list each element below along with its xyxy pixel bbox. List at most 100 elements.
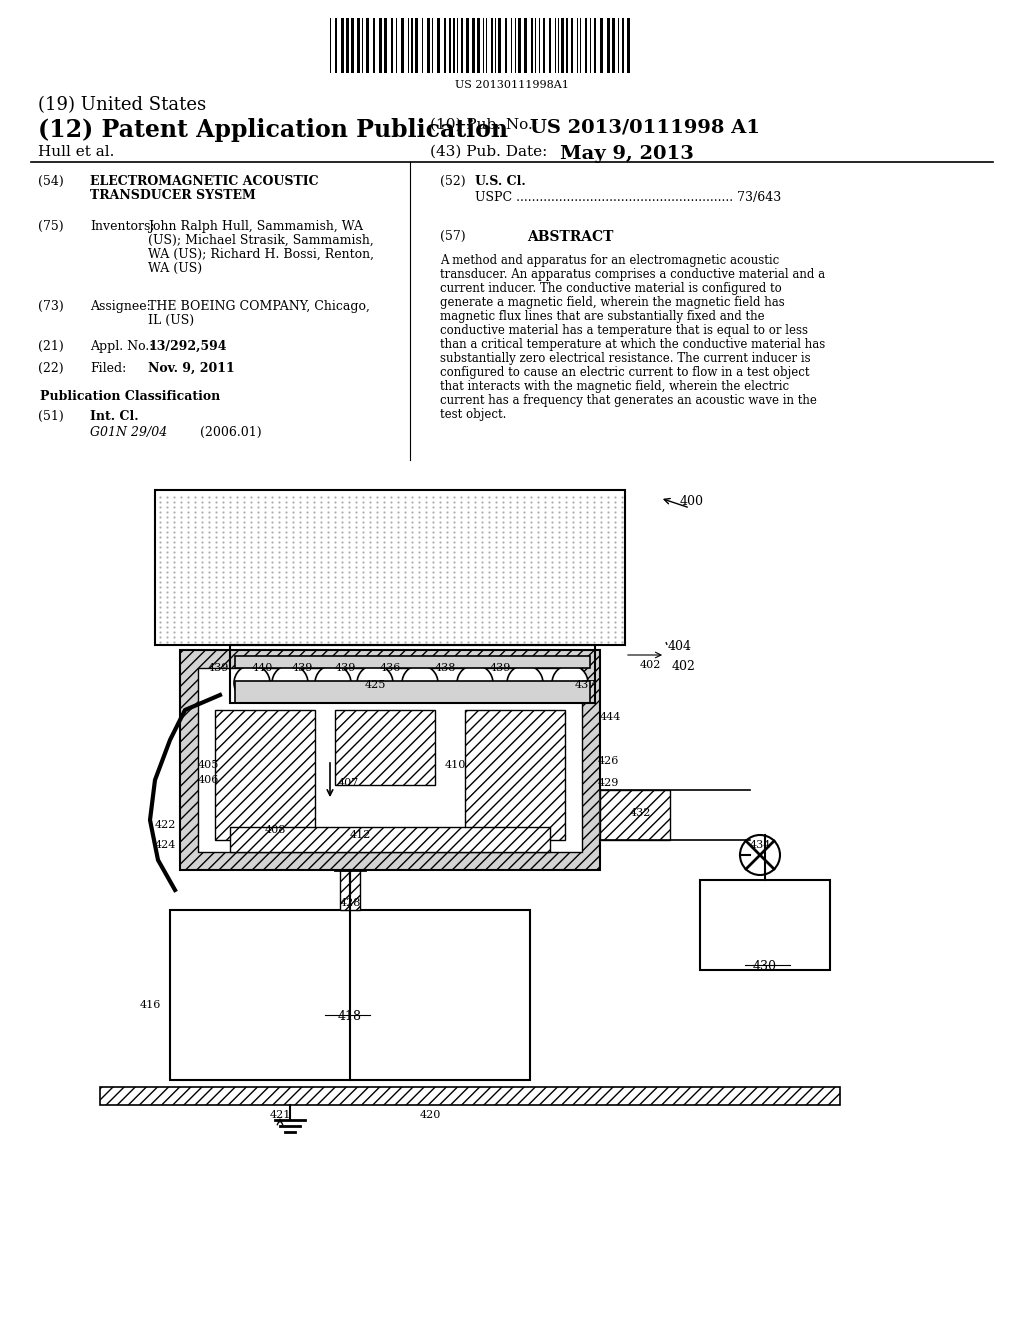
Text: (73): (73): [38, 300, 63, 313]
Text: transducer. An apparatus comprises a conductive material and a: transducer. An apparatus comprises a con…: [440, 268, 825, 281]
Text: 438: 438: [434, 663, 456, 673]
Text: magnetic flux lines that are substantially fixed and the: magnetic flux lines that are substantial…: [440, 310, 765, 323]
Bar: [449, 18, 451, 73]
Text: 428: 428: [339, 898, 360, 908]
Bar: [585, 18, 587, 73]
Text: USPC ........................................................ 73/643: USPC ...................................…: [475, 191, 781, 205]
Text: 420: 420: [419, 1110, 440, 1119]
Bar: [335, 18, 337, 73]
Text: configured to cause an electric current to flow in a test object: configured to cause an electric current …: [440, 366, 810, 379]
Bar: [594, 18, 596, 73]
Text: 439: 439: [291, 663, 312, 673]
Bar: [100, 1086, 840, 1105]
Bar: [415, 18, 418, 73]
Text: 400: 400: [680, 495, 705, 508]
Bar: [340, 870, 360, 909]
Bar: [335, 710, 435, 785]
Bar: [561, 18, 564, 73]
Text: (75): (75): [38, 220, 63, 234]
Bar: [373, 18, 375, 73]
Text: 425: 425: [365, 680, 386, 690]
Bar: [571, 18, 573, 73]
Text: 410: 410: [445, 760, 466, 770]
Text: substantially zero electrical resistance. The current inducer is: substantially zero electrical resistance…: [440, 352, 811, 366]
Text: US 2013/0111998 A1: US 2013/0111998 A1: [530, 117, 760, 136]
Text: 439: 439: [334, 663, 355, 673]
Text: 416: 416: [140, 1001, 162, 1010]
Bar: [427, 18, 430, 73]
Text: conductive material has a temperature that is equal to or less: conductive material has a temperature th…: [440, 323, 808, 337]
Text: WA (US); Richard H. Bossi, Renton,: WA (US); Richard H. Bossi, Renton,: [148, 248, 374, 261]
Bar: [607, 18, 610, 73]
Text: (22): (22): [38, 362, 63, 375]
Text: (54): (54): [38, 176, 63, 187]
Text: Int. Cl.: Int. Cl.: [90, 411, 138, 422]
Bar: [198, 668, 582, 851]
Bar: [170, 909, 530, 1080]
Text: 412: 412: [350, 830, 372, 840]
Text: Inventors:: Inventors:: [90, 220, 155, 234]
Text: 439: 439: [489, 663, 511, 673]
Text: (21): (21): [38, 341, 63, 352]
Bar: [600, 18, 603, 73]
Text: 402: 402: [672, 660, 696, 673]
Text: 421: 421: [270, 1110, 292, 1119]
Bar: [461, 18, 463, 73]
Text: Appl. No.:: Appl. No.:: [90, 341, 158, 352]
Text: 444: 444: [600, 711, 622, 722]
Text: 408: 408: [265, 825, 287, 836]
Text: 432: 432: [630, 808, 651, 818]
Bar: [351, 18, 354, 73]
Bar: [437, 18, 440, 73]
Text: US 20130111998A1: US 20130111998A1: [455, 81, 569, 90]
Text: 439: 439: [207, 663, 228, 673]
Bar: [453, 18, 455, 73]
Text: 13/292,594: 13/292,594: [148, 341, 226, 352]
Bar: [346, 18, 349, 73]
Bar: [566, 18, 568, 73]
Bar: [531, 18, 534, 73]
Text: Nov. 9, 2011: Nov. 9, 2011: [148, 362, 234, 375]
Text: ELECTROMAGNETIC ACOUSTIC: ELECTROMAGNETIC ACOUSTIC: [90, 176, 318, 187]
Text: Hull et al.: Hull et al.: [38, 145, 115, 158]
Text: U.S. Cl.: U.S. Cl.: [475, 176, 525, 187]
Text: 402: 402: [640, 660, 662, 671]
Bar: [180, 649, 600, 870]
Bar: [341, 18, 344, 73]
Text: 440: 440: [251, 663, 272, 673]
Text: G01N 29/04: G01N 29/04: [90, 426, 167, 440]
Text: WA (US): WA (US): [148, 261, 202, 275]
Text: Filed:: Filed:: [90, 362, 126, 375]
Bar: [622, 18, 624, 73]
Text: current inducer. The conductive material is configured to: current inducer. The conductive material…: [440, 282, 781, 294]
Text: 434: 434: [750, 840, 771, 850]
Bar: [215, 710, 315, 840]
Text: than a critical temperature at which the conductive material has: than a critical temperature at which the…: [440, 338, 825, 351]
Text: 436: 436: [379, 663, 400, 673]
Text: 429: 429: [598, 777, 620, 788]
Bar: [444, 18, 446, 73]
Text: generate a magnetic field, wherein the magnetic field has: generate a magnetic field, wherein the m…: [440, 296, 784, 309]
Bar: [472, 18, 475, 73]
Bar: [466, 18, 469, 73]
Text: (57): (57): [440, 230, 466, 243]
Text: 418: 418: [338, 1010, 362, 1023]
Text: current has a frequency that generates an acoustic wave in the: current has a frequency that generates a…: [440, 393, 817, 407]
Text: THE BOEING COMPANY, Chicago,: THE BOEING COMPANY, Chicago,: [148, 300, 370, 313]
Bar: [379, 18, 382, 73]
Bar: [384, 18, 387, 73]
Bar: [600, 789, 670, 840]
Text: (52): (52): [440, 176, 466, 187]
Bar: [465, 710, 565, 840]
Bar: [518, 18, 521, 73]
Circle shape: [457, 665, 493, 701]
Bar: [498, 18, 501, 73]
Bar: [234, 681, 590, 704]
Text: 430: 430: [753, 960, 777, 973]
Bar: [490, 18, 493, 73]
Text: test object.: test object.: [440, 408, 507, 421]
Text: 405: 405: [198, 760, 219, 770]
Text: IL (US): IL (US): [148, 314, 195, 327]
Bar: [505, 18, 507, 73]
Text: 437: 437: [575, 680, 596, 690]
